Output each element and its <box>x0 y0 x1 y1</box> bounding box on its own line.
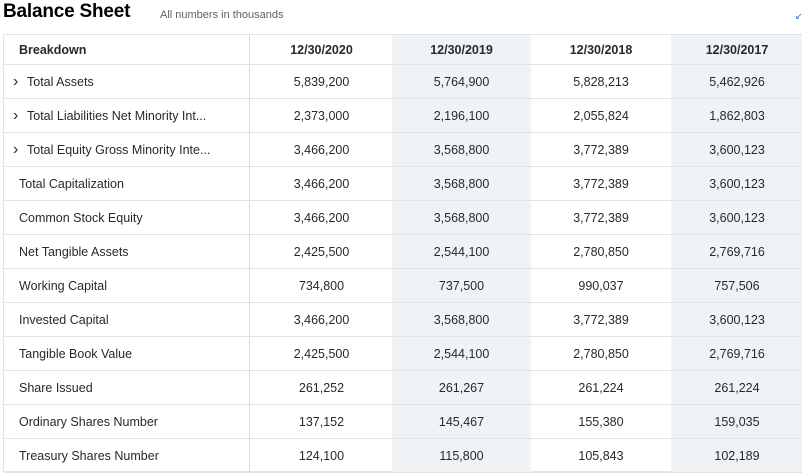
table-row[interactable]: › Total Equity Gross Minority Inte... 3,46… <box>4 133 802 167</box>
value-cell: 145,467 <box>392 405 531 438</box>
value-cell: 3,568,800 <box>392 167 531 200</box>
value-cell: 734,800 <box>298 278 345 293</box>
column-header: 12/30/2019 <box>392 35 531 64</box>
value-cell: 990,037 <box>578 278 624 293</box>
chevron-right-icon[interactable]: › <box>13 72 19 90</box>
page-title: Balance Sheet <box>3 1 131 22</box>
row-label-text: Treasury Shares Number <box>19 448 159 463</box>
row-label-text: Working Capital <box>19 278 108 293</box>
page-header: Balance Sheet All numbers in thousands ↙ <box>0 0 802 32</box>
row-label: Tangible Book Value <box>4 337 250 370</box>
value-cell: 5,828,213 <box>573 74 629 89</box>
table-row[interactable]: › Total Assets 5,839,200 5,764,900 5,828,213… <box>4 65 802 99</box>
value-cell: 261,252 <box>298 380 345 395</box>
value-cell: 2,196,100 <box>392 99 531 132</box>
row-label: Treasury Shares Number <box>4 439 250 472</box>
value-cell: 2,769,716 <box>671 235 802 268</box>
row-label: Working Capital <box>4 269 250 302</box>
row-label-text: Common Stock Equity <box>19 210 143 225</box>
chevron-right-icon[interactable]: › <box>13 106 19 124</box>
value-cell: 3,600,123 <box>671 133 802 166</box>
value-cell: 3,568,800 <box>392 303 531 336</box>
value-cell: 757,506 <box>671 269 802 302</box>
value-cell: 115,800 <box>392 439 531 472</box>
table-row: Invested Capital 3,466,200 3,568,800 3,772,… <box>4 303 802 337</box>
column-header: 12/30/2017 <box>671 35 802 64</box>
value-cell: 2,373,000 <box>293 108 350 123</box>
value-cell: 5,462,926 <box>671 65 802 98</box>
value-cell: 3,772,389 <box>573 210 629 225</box>
value-cell: 137,152 <box>298 414 345 429</box>
value-cell: 1,862,803 <box>671 99 802 132</box>
value-cell: 737,500 <box>392 269 531 302</box>
value-cell: 159,035 <box>671 405 802 438</box>
chevron-right-icon[interactable]: › <box>13 140 19 158</box>
value-cell: 3,600,123 <box>671 201 802 234</box>
table-row: Treasury Shares Number 124,100 115,800 105,… <box>4 439 802 473</box>
value-cell: 261,224 <box>578 380 624 395</box>
value-cell: 2,544,100 <box>392 235 531 268</box>
row-label[interactable]: › Total Liabilities Net Minority Int... <box>4 99 250 132</box>
table-row: Common Stock Equity 3,466,200 3,568,800 3,7… <box>4 201 802 235</box>
row-label: Ordinary Shares Number <box>4 405 250 438</box>
row-label-text: Ordinary Shares Number <box>19 414 158 429</box>
page-subtitle: All numbers in thousands <box>160 9 284 21</box>
row-label-text: Total Assets <box>27 74 94 89</box>
table-row: Ordinary Shares Number 137,152 145,467 155,… <box>4 405 802 439</box>
table-row: Total Capitalization 3,466,200 3,568,800 3,… <box>4 167 802 201</box>
value-cell: 5,839,200 <box>293 74 350 89</box>
row-label[interactable]: › Total Assets <box>4 65 250 98</box>
value-cell: 102,189 <box>671 439 802 472</box>
row-label: Share Issued <box>4 371 250 404</box>
breakdown-header: Breakdown <box>4 35 250 64</box>
value-cell: 3,772,389 <box>573 312 629 327</box>
value-cell: 155,380 <box>578 414 624 429</box>
value-cell: 2,780,850 <box>573 346 629 361</box>
row-label-text: Net Tangible Assets <box>19 244 129 259</box>
value-cell: 2,425,500 <box>293 244 350 259</box>
value-cell: 3,466,200 <box>293 176 350 191</box>
value-cell: 3,772,389 <box>573 142 629 157</box>
value-cell: 261,224 <box>671 371 802 404</box>
value-cell: 3,600,123 <box>671 167 802 200</box>
value-cell: 3,568,800 <box>392 201 531 234</box>
row-label[interactable]: › Total Equity Gross Minority Inte... <box>4 133 250 166</box>
value-cell: 3,466,200 <box>293 312 350 327</box>
row-label-text: Tangible Book Value <box>19 346 133 361</box>
value-cell: 3,568,800 <box>392 133 531 166</box>
expand-icon[interactable]: ↙ <box>795 11 802 21</box>
value-cell: 2,425,500 <box>293 346 350 361</box>
row-label: Net Tangible Assets <box>4 235 250 268</box>
value-cell: 105,843 <box>578 448 624 463</box>
balance-sheet-table: Breakdown 12/30/2020 12/30/2019 12/30/20… <box>3 34 802 473</box>
value-cell: 2,780,850 <box>573 244 629 259</box>
table-row: Tangible Book Value 2,425,500 2,544,100 2,7… <box>4 337 802 371</box>
value-cell: 2,769,716 <box>671 337 802 370</box>
column-header: 12/30/2020 <box>290 42 353 57</box>
value-cell: 3,600,123 <box>671 303 802 336</box>
row-label-text: Total Liabilities Net Minority Int... <box>27 108 207 123</box>
row-label-text: Total Capitalization <box>19 176 124 191</box>
value-cell: 261,267 <box>392 371 531 404</box>
value-cell: 2,055,824 <box>573 108 629 123</box>
row-label-text: Total Equity Gross Minority Inte... <box>27 142 211 157</box>
value-cell: 3,466,200 <box>293 142 350 157</box>
table-row: Net Tangible Assets 2,425,500 2,544,100 2,7… <box>4 235 802 269</box>
value-cell: 3,772,389 <box>573 176 629 191</box>
row-label-text: Invested Capital <box>19 312 109 327</box>
row-label: Total Capitalization <box>4 167 250 200</box>
table-row[interactable]: › Total Liabilities Net Minority Int... 2,… <box>4 99 802 133</box>
value-cell: 3,466,200 <box>293 210 350 225</box>
row-label-text: Share Issued <box>19 380 93 395</box>
value-cell: 2,544,100 <box>392 337 531 370</box>
value-cell: 5,764,900 <box>392 65 531 98</box>
table-header-row: Breakdown 12/30/2020 12/30/2019 12/30/20… <box>4 35 802 65</box>
row-label: Invested Capital <box>4 303 250 336</box>
column-header: 12/30/2018 <box>569 42 633 57</box>
row-label: Common Stock Equity <box>4 201 250 234</box>
value-cell: 124,100 <box>298 448 345 463</box>
table-row: Working Capital 734,800 737,500 990,037 757,… <box>4 269 802 303</box>
table-row: Share Issued 261,252 261,267 261,224 261,224 <box>4 371 802 405</box>
